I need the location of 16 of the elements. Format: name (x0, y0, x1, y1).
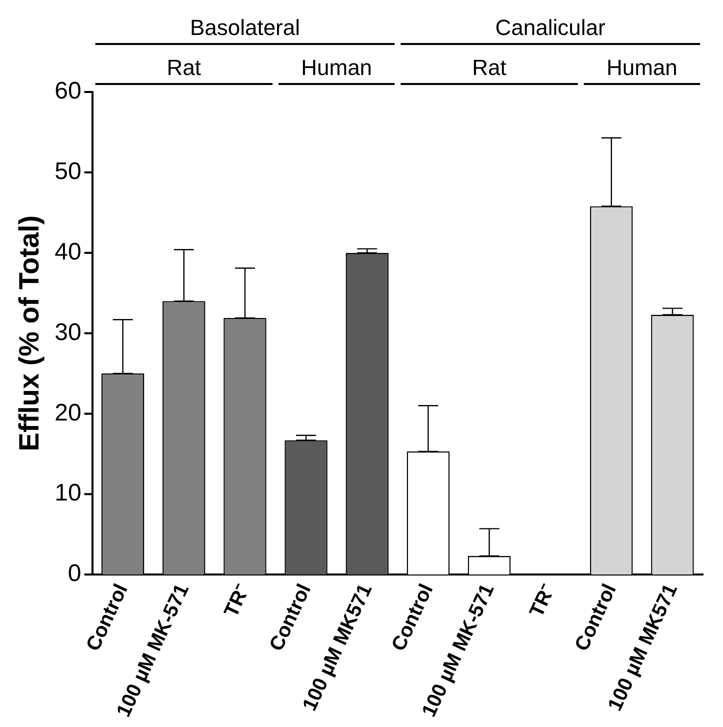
text: Basolateral (190, 15, 300, 40)
y-tick-label: 0 (68, 560, 82, 588)
y-tick-label: 20 (54, 399, 82, 426)
y-tick-label: 60 (54, 78, 82, 105)
y-tick-label: 50 (54, 158, 82, 186)
y-tick-label: 10 (54, 480, 82, 507)
y-axis-title: Efflux (% of Total) (14, 215, 45, 452)
text: Rat (472, 55, 506, 80)
x-tick-label: TR⁻ (220, 580, 254, 621)
text: Rat (166, 55, 202, 80)
y-tick-label: 30 (54, 318, 82, 346)
y-tick-label: 40 (54, 238, 82, 266)
text: Human (301, 55, 372, 80)
text: Human (606, 55, 678, 80)
text: Canalicular (495, 15, 606, 40)
x-tick-label: TR⁻ (526, 580, 560, 621)
